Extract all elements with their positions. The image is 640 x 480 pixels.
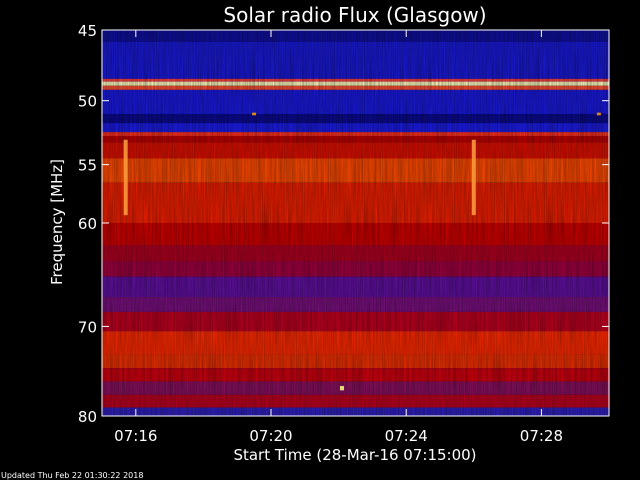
y-tick-label: 80	[78, 408, 97, 426]
x-axis-ticks: 07:16 07:20 07:24 07:28	[114, 30, 563, 445]
y-tick-label: 60	[78, 215, 97, 233]
burst-mark	[596, 112, 601, 116]
y-tick-label: 50	[78, 93, 97, 111]
x-tick-label: 07:28	[520, 427, 563, 445]
burst-mark	[123, 139, 128, 216]
y-tick-label: 55	[78, 157, 97, 175]
burst-mark	[252, 112, 257, 116]
x-tick-label: 07:20	[249, 427, 292, 445]
x-tick-label: 07:24	[385, 427, 428, 445]
noise-texture	[102, 30, 609, 416]
burst-mark	[339, 385, 344, 391]
burst-mark	[471, 139, 476, 216]
x-tick-label: 07:16	[114, 427, 157, 445]
plot-area	[101, 29, 610, 417]
updated-timestamp: Updated Thu Feb 22 01:30:22 2018	[1, 471, 143, 480]
chart-title: Solar radio Flux (Glasgow)	[223, 3, 486, 27]
y-axis-ticks: 45 50 55 60 70 80	[78, 22, 609, 426]
y-tick-label: 45	[78, 22, 97, 40]
y-axis-label: Frequency [MHz]	[48, 159, 66, 285]
x-axis-label: Start Time (28-Mar-16 07:15:00)	[233, 446, 476, 464]
y-tick-label: 70	[78, 318, 97, 336]
